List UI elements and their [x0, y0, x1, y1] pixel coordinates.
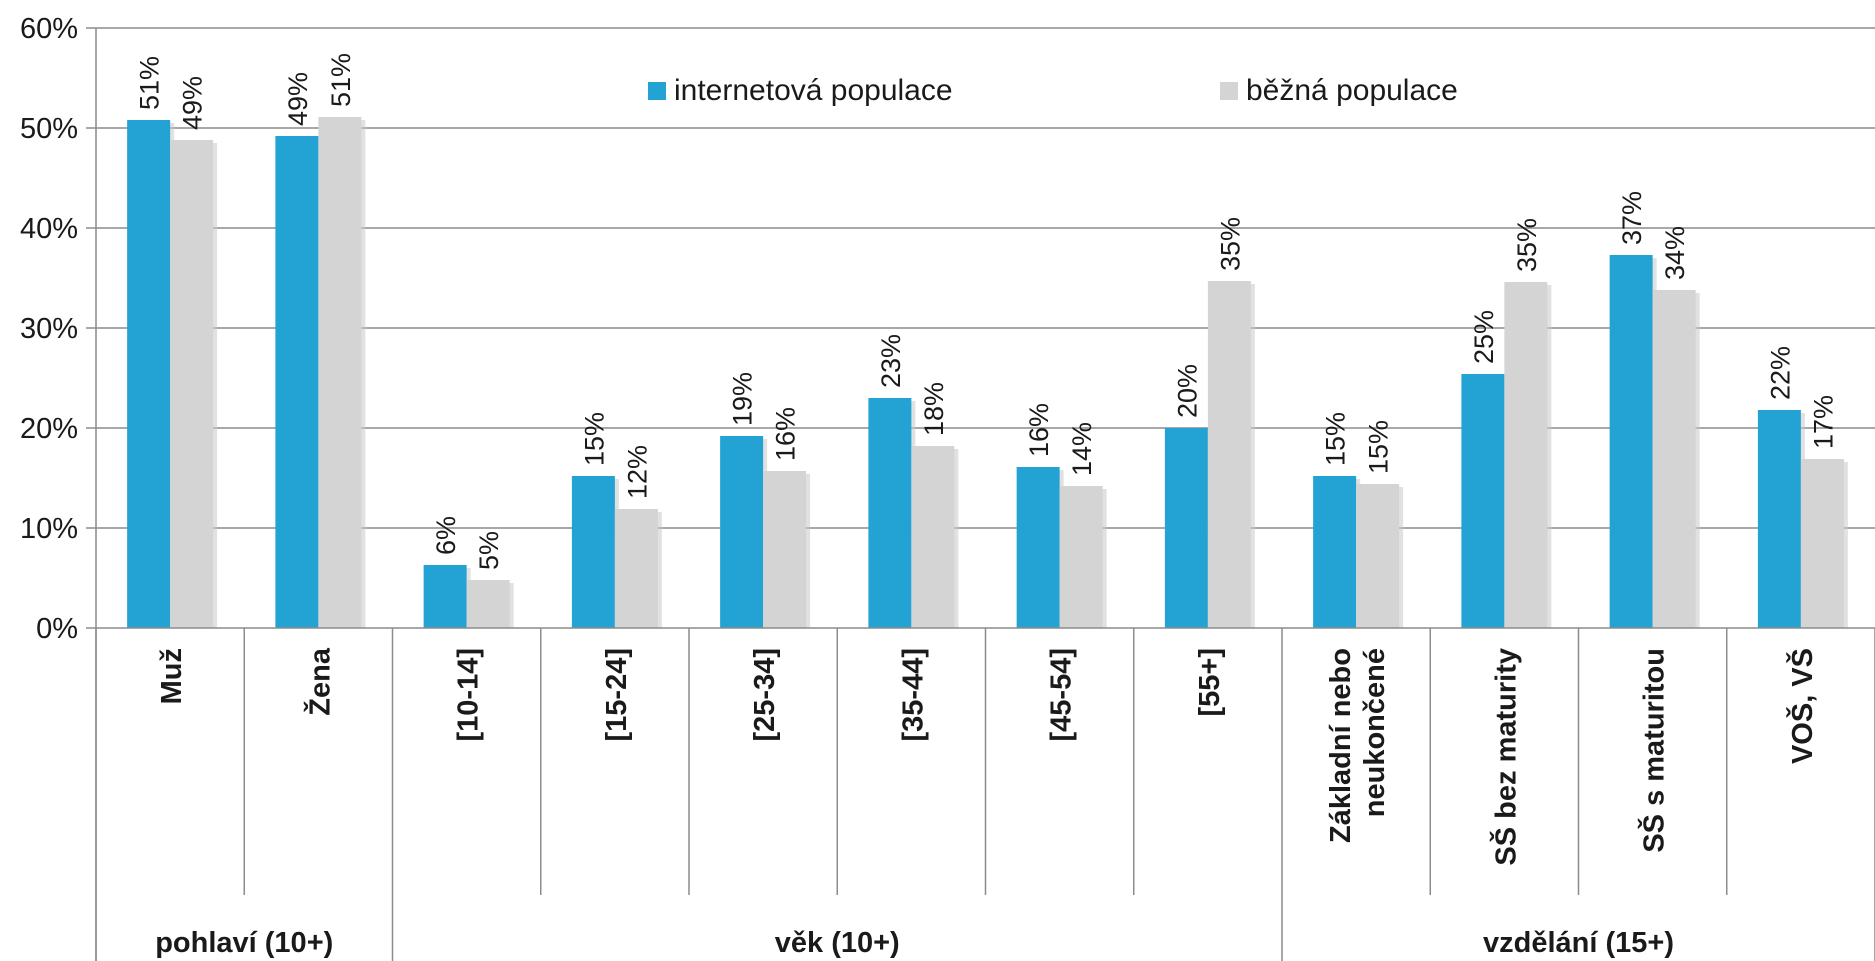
legend-swatch-general [1220, 82, 1238, 100]
bar-internet [1461, 374, 1505, 628]
data-label: 37% [1617, 191, 1647, 245]
legend-label-general: běžná populace [1246, 74, 1458, 107]
legend-swatch-internet [648, 82, 666, 100]
x-tick-label: Základní nebo [1325, 648, 1357, 843]
data-label: 22% [1765, 346, 1795, 400]
bar-internet [868, 398, 912, 628]
x-tick-label: [10-14] [453, 648, 485, 742]
y-tick-label: 50% [20, 113, 78, 145]
x-tick-label: [55+] [1194, 648, 1226, 717]
legend-label-internet: internetová populace [674, 74, 953, 107]
data-label: 18% [919, 382, 949, 436]
legend-item-general: běžná populace [1220, 74, 1458, 108]
bar-internet [720, 436, 764, 628]
data-label: 35% [1215, 217, 1245, 271]
data-label: 35% [1512, 218, 1542, 272]
data-label: 20% [1172, 364, 1202, 418]
bars [127, 117, 1848, 628]
bar-internet [127, 120, 171, 628]
data-label: 15% [1321, 412, 1351, 466]
bar-general [614, 509, 658, 628]
y-tick-label: 60% [20, 13, 78, 45]
data-label: 16% [1024, 403, 1054, 457]
bar-internet [1757, 410, 1801, 628]
bar-general [170, 140, 214, 628]
data-label: 51% [135, 56, 165, 110]
bar-general [1356, 484, 1400, 628]
bar-general [1207, 281, 1251, 628]
group-label: věk (10+) [775, 927, 900, 959]
group-label: vzdělání (15+) [1483, 927, 1674, 959]
data-label: 19% [728, 372, 758, 426]
bar-general [1059, 486, 1103, 628]
bar-general [466, 580, 510, 628]
data-label: 12% [622, 445, 652, 499]
data-labels: 51% 49% 49% 51% 6% 5% 15% 12% 19% 16% 23% 18% 16% 14%… [135, 53, 1839, 570]
y-tick-label: 0% [36, 613, 78, 645]
data-label: 23% [876, 334, 906, 388]
bar-general [1800, 459, 1844, 628]
data-label: 5% [474, 531, 504, 570]
data-label: 15% [579, 412, 609, 466]
x-tick-label: [15-24] [601, 648, 633, 742]
x-tick-label: Muž [156, 648, 188, 704]
bar-internet [1313, 476, 1357, 628]
data-label: 34% [1660, 226, 1690, 280]
data-label: 6% [431, 516, 461, 555]
x-axis: Muž Žena [10-14] [15-24] [25-34] [35-44] [45-5… [95, 627, 1875, 961]
y-tick-label: 20% [20, 413, 78, 445]
bar-general [1504, 282, 1548, 628]
group-label: pohlaví (10+) [155, 927, 333, 959]
data-label: 17% [1808, 395, 1838, 449]
data-label: 16% [771, 407, 801, 461]
x-tick-label: [25-34] [749, 648, 781, 742]
y-tick-label: 30% [20, 313, 78, 345]
bar-internet [1164, 428, 1208, 628]
gridlines [95, 27, 1875, 961]
legend-item-internet: internetová populace [648, 74, 953, 108]
y-tick-label: 40% [20, 213, 78, 245]
bar-internet [1609, 255, 1653, 628]
data-label: 49% [178, 76, 208, 130]
bar-general [763, 471, 807, 628]
bar-internet [571, 476, 615, 628]
x-tick-label: [45-54] [1046, 648, 1078, 742]
bar-general [318, 117, 362, 628]
bar-internet [275, 136, 319, 628]
x-tick-label: SŠ s maturitou [1637, 648, 1671, 853]
data-label: 15% [1364, 420, 1394, 474]
bar-internet [423, 565, 467, 628]
bar-general [1652, 290, 1696, 628]
bar-internet [1016, 467, 1060, 628]
data-label: 51% [326, 53, 356, 107]
y-tick-label: 10% [20, 513, 78, 545]
data-label: 49% [283, 72, 313, 126]
x-tick-label: Žena [302, 647, 336, 716]
data-label: 25% [1469, 310, 1499, 364]
x-tick-label: neukončené [1359, 648, 1391, 817]
bar-general [911, 446, 955, 628]
x-tick-label: [35-44] [897, 648, 929, 742]
x-tick-label: SŠ bez maturity [1488, 648, 1522, 866]
y-axis-ticks: 0% 10% 20% 30% 40% 50% 60% [20, 13, 96, 645]
data-label: 14% [1067, 422, 1097, 476]
x-tick-label: VOŠ, VŠ [1785, 648, 1819, 764]
